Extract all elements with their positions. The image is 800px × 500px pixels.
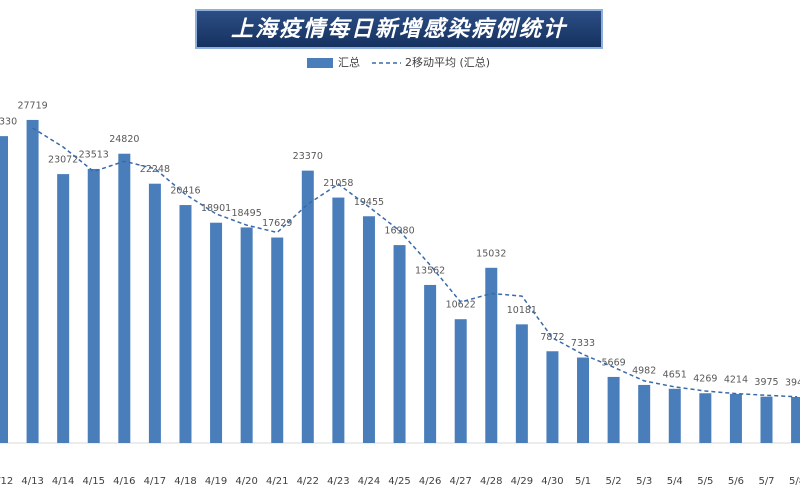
value-label: 4651 xyxy=(663,369,687,380)
value-label: 5669 xyxy=(602,357,626,368)
x-tick-label: 5/1 xyxy=(575,476,591,487)
bar xyxy=(546,351,559,443)
legend-swatch xyxy=(307,58,333,68)
x-tick-label: 5/7 xyxy=(758,476,774,487)
value-label: 4214 xyxy=(724,374,748,385)
bar xyxy=(210,222,223,443)
value-label: 3975 xyxy=(754,377,778,388)
x-tick-label: 5/2 xyxy=(606,476,622,487)
value-label: 23513 xyxy=(79,149,109,160)
x-tick-label: 4/16 xyxy=(113,476,135,487)
value-label: 17629 xyxy=(262,218,292,229)
x-tick-label: 4/23 xyxy=(327,476,349,487)
value-label: 26330 xyxy=(0,117,17,128)
value-label: 20416 xyxy=(170,186,200,197)
chart-title: 上海疫情每日新增感染病例统计 xyxy=(231,16,568,42)
x-tick-label: 4/27 xyxy=(449,476,471,487)
x-tick-label: 4/22 xyxy=(297,476,319,487)
x-tick-label: 4/26 xyxy=(419,476,441,487)
x-tick-label: 5/4 xyxy=(667,476,683,487)
value-label: 3947 xyxy=(785,377,800,388)
bar xyxy=(148,183,161,443)
x-tick-label: 5/8 xyxy=(789,476,800,487)
x-tick-label: 4/12 xyxy=(0,476,13,487)
bar xyxy=(577,357,590,443)
bar xyxy=(791,396,800,443)
x-tick-label: 4/17 xyxy=(144,476,166,487)
x-tick-label: 4/13 xyxy=(21,476,43,487)
x-tick-label: 4/20 xyxy=(235,476,257,487)
bar xyxy=(301,170,314,443)
legend-label: 汇总 xyxy=(338,55,360,69)
bar xyxy=(668,388,681,443)
x-tick-label: 4/14 xyxy=(52,476,74,487)
value-label: 13562 xyxy=(415,265,445,276)
x-tick-label: 4/24 xyxy=(358,476,380,487)
bar xyxy=(362,216,375,443)
bar xyxy=(57,174,70,444)
bar xyxy=(332,197,345,443)
x-tick-label: 4/29 xyxy=(511,476,533,487)
x-tick-label: 4/21 xyxy=(266,476,288,487)
x-tick-label: 4/15 xyxy=(83,476,105,487)
value-label: 19455 xyxy=(354,197,384,208)
bar xyxy=(454,319,467,443)
value-label: 22248 xyxy=(140,164,170,175)
bar xyxy=(485,267,498,443)
bar xyxy=(393,245,406,443)
bar xyxy=(87,168,100,443)
bar xyxy=(118,153,131,443)
value-label: 4269 xyxy=(693,374,717,385)
value-label: 7872 xyxy=(540,332,564,343)
bar xyxy=(607,376,620,443)
bar xyxy=(699,393,712,443)
value-label: 27719 xyxy=(17,100,47,111)
x-tick-label: 4/25 xyxy=(388,476,410,487)
value-label: 18495 xyxy=(232,208,262,219)
value-label: 4982 xyxy=(632,365,656,376)
x-tick-label: 4/30 xyxy=(541,476,563,487)
x-tick-label: 5/3 xyxy=(636,476,652,487)
bar xyxy=(515,324,528,443)
bar xyxy=(240,227,253,443)
value-label: 18901 xyxy=(201,203,231,214)
bar xyxy=(0,136,8,444)
value-label: 7333 xyxy=(571,338,595,349)
bar xyxy=(729,393,742,443)
x-tick-label: 5/5 xyxy=(697,476,713,487)
bar xyxy=(638,384,651,443)
bar xyxy=(271,237,284,443)
value-label: 10181 xyxy=(507,305,537,316)
bar xyxy=(179,205,192,443)
legend-label: 2移动平均 (汇总) xyxy=(405,55,490,69)
bar xyxy=(26,119,39,443)
value-label: 24820 xyxy=(109,134,139,145)
bar xyxy=(424,284,437,443)
moving-average-line xyxy=(32,127,798,398)
value-label: 10622 xyxy=(446,300,476,311)
title-box xyxy=(195,9,603,49)
x-tick-label: 4/18 xyxy=(174,476,196,487)
x-tick-label: 5/6 xyxy=(728,476,744,487)
x-tick-label: 4/19 xyxy=(205,476,227,487)
bar xyxy=(760,396,773,443)
value-label: 23370 xyxy=(293,151,323,162)
value-label: 15032 xyxy=(476,248,506,259)
value-label: 23072 xyxy=(48,155,78,166)
x-tick-label: 4/28 xyxy=(480,476,502,487)
